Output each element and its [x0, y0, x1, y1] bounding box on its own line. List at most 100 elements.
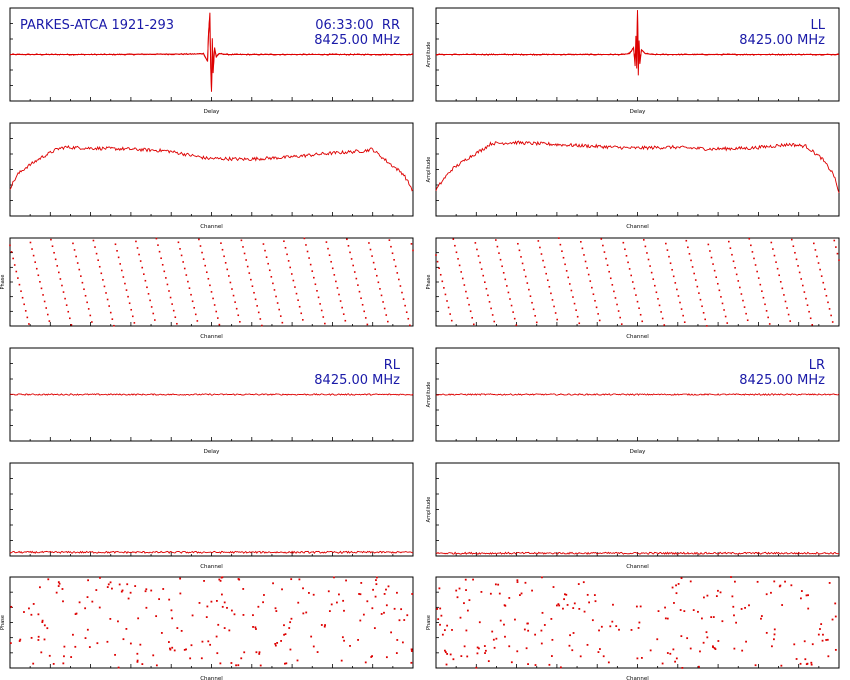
lr-phase-point [712, 646, 714, 649]
ll-phase-point [617, 310, 620, 312]
ll-phase-point [720, 296, 722, 298]
rr-phase-point [179, 248, 181, 250]
lr-phase-point [781, 604, 784, 606]
ll-phase-point [447, 306, 450, 309]
ll-amplitude-frame [435, 122, 840, 217]
lr-delay-trace [435, 393, 840, 396]
ll-phase-point [454, 244, 456, 247]
rr-phase-point [87, 308, 90, 310]
ll-phase-point [605, 257, 607, 260]
rl-phase-point [410, 648, 413, 651]
lr-phase-point [703, 596, 705, 599]
lr-phase-point [572, 632, 575, 634]
rl-phase-point [55, 591, 58, 594]
lr-phase-point [715, 595, 718, 598]
ll-phase-point [528, 288, 530, 291]
rr-phase-point [160, 257, 162, 260]
lr-phase-point [440, 614, 443, 617]
rl-phase-point [258, 653, 261, 655]
rl-phase-point [283, 662, 286, 665]
rr-phase-point [289, 266, 292, 269]
ll-phase-point [830, 314, 832, 317]
lr-phase-point [675, 657, 678, 660]
ll-phase-point [690, 259, 692, 262]
lr-phase-point [492, 638, 495, 641]
lr-phase-point [675, 584, 677, 587]
rl-phase-point [136, 660, 139, 663]
ll-phase-point [554, 312, 557, 314]
lr-phase-point [795, 658, 798, 660]
rl-phase-point [30, 613, 33, 616]
rr-phase-point [281, 321, 284, 324]
ll-phase-point [597, 313, 599, 315]
rl-phase-point [106, 640, 109, 643]
ll-phase-point [746, 319, 749, 322]
ll-phase-point [504, 278, 507, 281]
lr-amplitude-trace [435, 551, 840, 555]
rr-phase-point [276, 302, 279, 304]
rr-phase-point [350, 258, 353, 260]
rr-phase-point [257, 311, 260, 314]
lr-phase-point [531, 589, 533, 592]
rl-phase-point [23, 611, 25, 613]
rl-phase-point [375, 576, 378, 579]
rl-phase-point [359, 619, 362, 622]
ll-phase-point [485, 287, 488, 290]
rr-phase-point [188, 287, 191, 289]
ll-phase-point [718, 289, 721, 292]
rl-phase-point [206, 605, 209, 608]
lr-phase-point [638, 621, 641, 624]
ll-phase-point [557, 237, 560, 239]
rl-phase-point [283, 633, 285, 636]
ll-phase-point [543, 266, 546, 268]
rl-delay-trace [9, 393, 414, 396]
rl-phase-point [366, 600, 369, 603]
rl-phase-point [312, 593, 315, 596]
lr-phase-point [484, 649, 487, 652]
lr-phase-point [543, 624, 546, 626]
ll-phase-point [449, 313, 451, 315]
lr-phase-point [466, 609, 469, 612]
lr-phase-point [463, 645, 466, 648]
rl-phase-point [183, 648, 186, 651]
lr-phase-point [508, 597, 511, 599]
lr-phase-point [443, 649, 446, 652]
rr-phase-point [91, 321, 93, 323]
ll-phase-point [539, 246, 541, 249]
ll-phase-point [674, 282, 677, 284]
lr-phase-point [548, 663, 551, 666]
lr-phase-point [760, 615, 763, 617]
ll-phase-point [532, 308, 535, 311]
ll-phase-point [696, 285, 699, 288]
rr-phase-point [398, 278, 400, 281]
rr-phase-point [357, 284, 359, 286]
ll-phase-point [740, 293, 743, 295]
rl-phase-point [254, 626, 257, 629]
lr-phase-point [466, 655, 469, 658]
rr-phase-point [80, 275, 82, 277]
rl-phase-point [170, 609, 173, 612]
ll-phase-point [565, 270, 568, 272]
lr-phase-point [675, 592, 678, 595]
rr-phase-point [152, 312, 155, 315]
rl-phase-point [380, 613, 383, 615]
ll-phase-point [608, 270, 610, 273]
time-label: 06:33:00 [315, 18, 374, 33]
ll-phase-point [773, 254, 776, 257]
rl-phase-point [358, 593, 360, 595]
rr-phase-point [205, 271, 208, 274]
rl-phase-point [219, 662, 222, 665]
ll-phase-point [814, 249, 817, 251]
rr-phase-point [46, 313, 49, 316]
rr-phase-point [83, 288, 85, 291]
ll-phase-xlabel: Channel [626, 334, 649, 340]
rl-phase-point [330, 603, 333, 606]
rl-phase-point [86, 628, 89, 631]
ll-phase-point [660, 311, 662, 313]
rl-phase-point [179, 592, 182, 595]
lr-phase-point [677, 583, 680, 585]
lr-phase-point [557, 603, 560, 606]
rr-phase-point [371, 255, 373, 257]
rr-phase-point [113, 324, 115, 327]
